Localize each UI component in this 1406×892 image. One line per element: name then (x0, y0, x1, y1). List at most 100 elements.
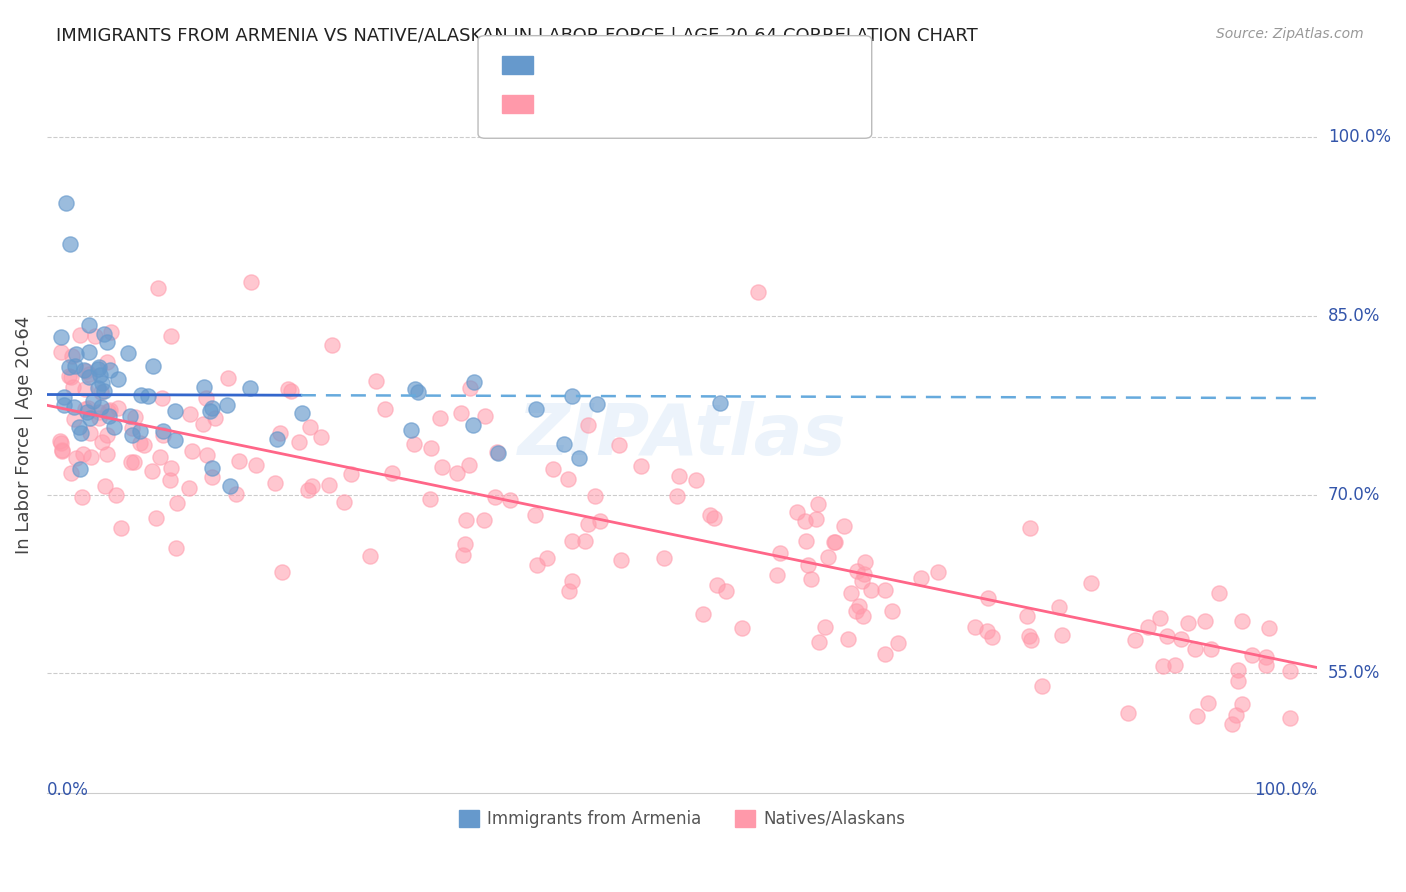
Point (668, 469, 690, 483)
Point (1194, 614, 1216, 628)
Point (110, 521, 132, 535)
Point (129, 388, 152, 402)
Point (578, 517, 600, 532)
Point (89, 405, 111, 419)
Point (450, 406, 472, 420)
Point (150, 391, 173, 405)
Point (179, 407, 201, 421)
Point (1185, 709, 1208, 723)
Point (91, 376, 114, 391)
Point (454, 513, 477, 527)
Point (103, 420, 125, 434)
Point (59, 370, 82, 384)
Point (65, 451, 87, 466)
Point (1031, 679, 1053, 693)
Point (1254, 649, 1277, 664)
Point (152, 428, 174, 442)
Point (576, 417, 599, 432)
Point (692, 607, 714, 622)
Point (823, 535, 845, 549)
Point (79, 450, 101, 464)
Point (97, 409, 120, 423)
Point (121, 427, 143, 442)
Point (59, 237, 82, 252)
Point (797, 558, 820, 572)
Point (873, 648, 896, 662)
Point (280, 384, 302, 398)
Point (124, 410, 146, 425)
Point (121, 421, 143, 435)
Point (141, 464, 163, 478)
Point (69, 462, 91, 476)
Point (165, 541, 187, 555)
Point (526, 402, 548, 417)
Point (73, 383, 96, 397)
Text: N = 199: N = 199 (731, 94, 806, 112)
Point (526, 558, 548, 572)
Point (277, 382, 299, 396)
Point (472, 513, 495, 527)
Point (291, 406, 314, 420)
Point (72, 363, 94, 377)
Point (839, 585, 862, 599)
Point (837, 632, 859, 647)
Point (100, 325, 122, 339)
Point (70, 426, 93, 441)
Point (536, 551, 558, 566)
Point (163, 404, 186, 418)
Point (399, 424, 422, 438)
Point (177, 482, 200, 496)
Point (195, 448, 218, 462)
Point (461, 417, 484, 432)
Point (145, 511, 167, 525)
Point (706, 578, 728, 592)
Point (610, 553, 633, 567)
Point (75, 402, 97, 417)
Point (301, 479, 323, 493)
Point (446, 466, 468, 480)
Point (62, 380, 84, 394)
Point (1163, 658, 1185, 673)
Point (561, 574, 583, 588)
Text: R = −0.073: R = −0.073 (544, 55, 648, 73)
Point (703, 511, 725, 525)
Point (458, 381, 481, 395)
Point (1156, 629, 1178, 643)
Point (1184, 641, 1206, 656)
Point (339, 467, 361, 481)
Point (1225, 708, 1247, 723)
Point (122, 455, 145, 469)
Point (1019, 632, 1042, 647)
Point (53, 390, 76, 404)
Point (51, 443, 73, 458)
Text: IMMIGRANTS FROM ARMENIA VS NATIVE/ALASKAN IN LABOR FORCE | AGE 20-64 CORRELATION: IMMIGRANTS FROM ARMENIA VS NATIVE/ALASKA… (56, 27, 979, 45)
Point (60, 349, 83, 363)
Point (79, 411, 101, 425)
Point (731, 621, 754, 635)
Point (848, 599, 870, 614)
Point (51, 436, 73, 450)
Point (486, 446, 509, 460)
Point (141, 359, 163, 373)
Point (853, 566, 876, 581)
Point (245, 458, 267, 472)
Point (927, 565, 949, 579)
Point (1170, 632, 1192, 647)
Point (716, 584, 738, 599)
Point (1226, 674, 1249, 689)
Point (1018, 628, 1040, 642)
Point (886, 636, 908, 650)
Point (96, 355, 118, 369)
Point (1116, 706, 1139, 720)
Point (541, 462, 564, 476)
Point (817, 549, 839, 564)
Point (419, 491, 441, 506)
Point (474, 409, 496, 423)
Point (1220, 717, 1243, 731)
Point (846, 564, 869, 578)
Point (333, 495, 356, 509)
Point (458, 458, 481, 472)
Point (1019, 521, 1042, 535)
Point (148, 281, 170, 295)
Point (402, 437, 425, 451)
